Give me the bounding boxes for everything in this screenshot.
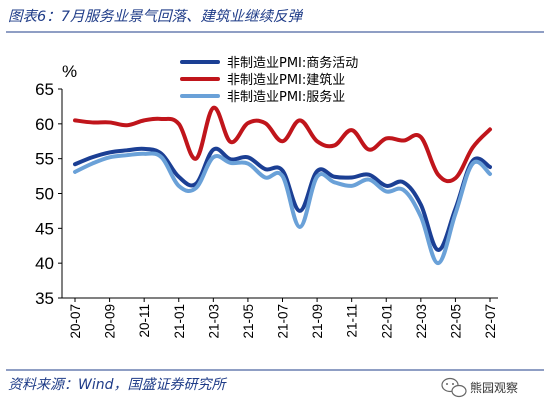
y-ticks: 35 40 45 50 55 60 65 bbox=[35, 80, 62, 308]
x-tick-label: 21-01 bbox=[172, 304, 187, 339]
x-tick-label: 22-01 bbox=[379, 304, 394, 339]
x-tick-label: 21-11 bbox=[345, 304, 360, 338]
series-line-services bbox=[73, 151, 492, 266]
y-tick-label: 55 bbox=[35, 150, 54, 169]
series-line-construction bbox=[73, 105, 492, 184]
y-tick-label: 35 bbox=[35, 289, 54, 308]
y-tick-label: 60 bbox=[35, 115, 54, 134]
y-tick-label: 65 bbox=[35, 80, 54, 99]
series-line-business bbox=[73, 146, 492, 252]
legend: 非制造业PMI:商务活动 非制造业PMI:建筑业 非制造业PMI:服务业 bbox=[180, 55, 358, 105]
chart-title: 图表6：7月服务业景气回落、建筑业继续反弹 bbox=[8, 8, 303, 25]
legend-label-business: 非制造业PMI:商务活动 bbox=[227, 55, 358, 71]
x-ticks: 20-07 20-09 20-11 21-01 21-03 21-05 21-07 21-09… bbox=[68, 298, 498, 339]
x-tick-label: 22-07 bbox=[483, 304, 498, 339]
x-tick-label: 20-11 bbox=[137, 304, 152, 338]
wechat-icon bbox=[441, 377, 467, 398]
legend-label-construction: 非制造业PMI:建筑业 bbox=[227, 72, 345, 88]
x-tick-label: 22-05 bbox=[448, 304, 463, 339]
y-unit-label: % bbox=[62, 62, 77, 81]
y-tick-label: 45 bbox=[35, 219, 54, 238]
x-tick-label: 21-09 bbox=[310, 304, 325, 339]
watermark: 熊园观察 bbox=[441, 377, 518, 398]
y-tick-label: 50 bbox=[35, 185, 54, 204]
source-note: 资料来源：Wind，国盛证券研究所 bbox=[8, 377, 227, 393]
legend-label-services: 非制造业PMI:服务业 bbox=[227, 89, 345, 105]
x-tick-label: 21-07 bbox=[276, 304, 291, 339]
watermark-text: 熊园观察 bbox=[470, 380, 518, 395]
y-tick-label: 40 bbox=[35, 254, 54, 273]
x-tick-label: 20-09 bbox=[103, 304, 118, 339]
x-tick-label: 22-03 bbox=[414, 304, 429, 339]
plot-area: 35 40 45 50 55 60 65 20-07 20-09 20-11 21-01 21-03… bbox=[35, 80, 498, 339]
x-tick-label: 21-03 bbox=[206, 304, 221, 339]
series-lines bbox=[73, 105, 492, 266]
x-tick-label: 21-05 bbox=[241, 304, 256, 339]
x-tick-label: 20-07 bbox=[68, 304, 83, 339]
